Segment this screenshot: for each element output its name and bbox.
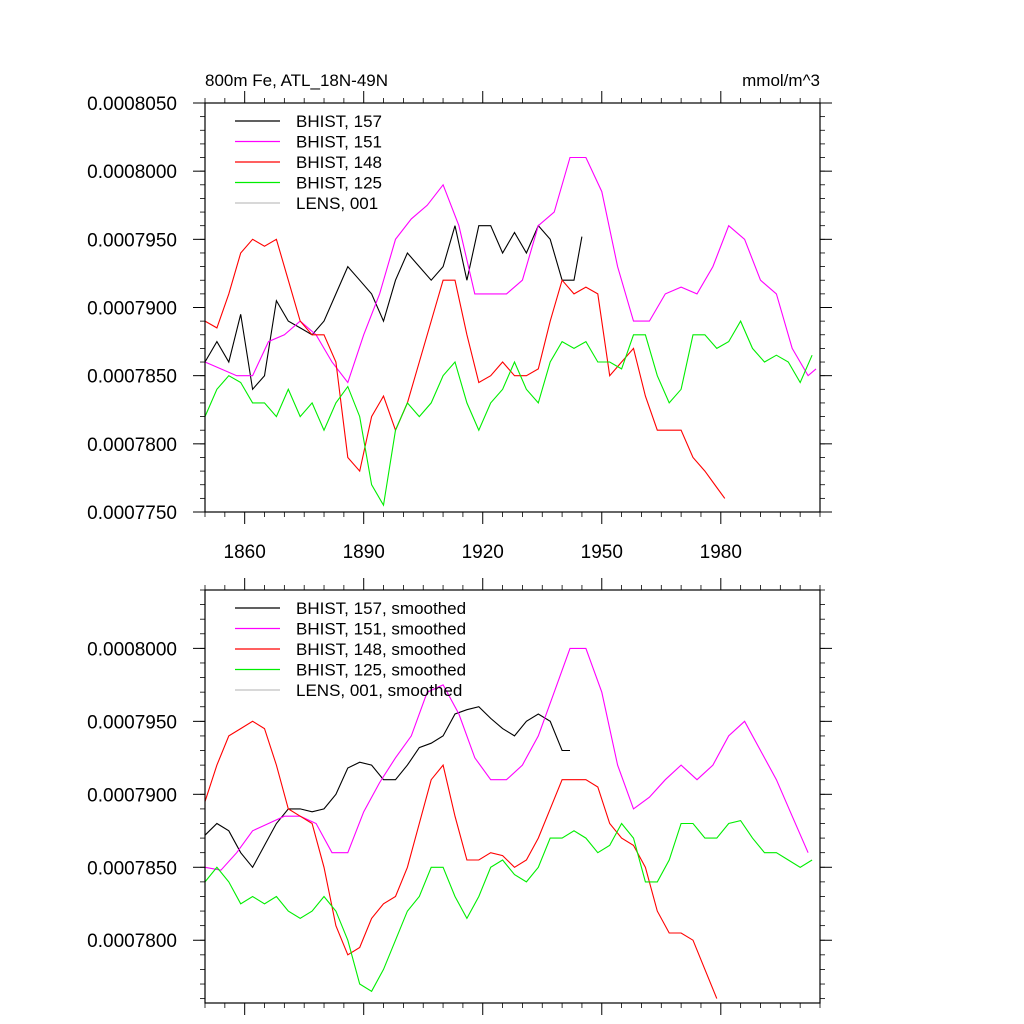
series-layer (204, 647, 813, 999)
legend-label: BHIST, 157, smoothed (296, 599, 466, 618)
series-line-0 (204, 224, 583, 391)
y-tick-label: 0.0007950 (87, 712, 177, 733)
legend-label: LENS, 001, smoothed (296, 681, 462, 700)
legend-label: BHIST, 157 (296, 112, 382, 131)
series-line-3 (204, 819, 813, 993)
y-tick-label: 0.0007750 (87, 503, 177, 524)
series-line-0 (204, 706, 570, 869)
x-tick-label: 1980 (700, 542, 742, 563)
legend-label: LENS, 001 (296, 194, 378, 213)
plot-frame (204, 589, 821, 1004)
legend-label: BHIST, 151, smoothed (296, 620, 466, 639)
y-tick-label: 0.0007950 (87, 230, 177, 251)
series-line-2 (204, 720, 718, 999)
units-label: mmol/m^3 (742, 71, 820, 90)
x-tick-label: 1890 (343, 542, 385, 563)
chart-title: 800m Fe, ATL_18N-49N (205, 71, 388, 90)
series-line-1 (204, 647, 809, 871)
y-tick-label: 0.0007850 (87, 367, 177, 388)
legend: BHIST, 157, smoothed BHIST, 151, smoothed… (235, 599, 466, 700)
x-tick-label: 1920 (462, 542, 504, 563)
y-tick-label: 0.0007850 (87, 858, 177, 879)
y-tick-label: 0.0008000 (87, 639, 177, 660)
y-tick-label: 0.0007900 (87, 299, 177, 320)
series-line-2 (204, 238, 726, 499)
legend-label: BHIST, 125 (296, 174, 382, 193)
y-tick-label: 0.0008050 (87, 94, 177, 115)
legend-label: BHIST, 148, smoothed (296, 640, 466, 659)
series-line-1 (204, 156, 817, 384)
y-tick-label: 0.0007900 (87, 785, 177, 806)
y-tick-label: 0.0007800 (87, 435, 177, 456)
legend-label: BHIST, 148 (296, 153, 382, 172)
x-tick-label: 1860 (224, 542, 266, 563)
series-layer (204, 156, 817, 507)
y-tick-label: 0.0007800 (87, 931, 177, 952)
panel-smoothed: 0.0007800 0.0007850 0.0007900 0.0007950 0.00… (87, 578, 832, 1015)
legend-label: BHIST, 151 (296, 133, 382, 152)
series-line-3 (204, 319, 813, 507)
legend-label: BHIST, 125, smoothed (296, 661, 466, 680)
tick-layer: 0.0007800 0.0007850 0.0007900 0.0007950 0.00… (87, 578, 832, 1015)
y-tick-label: 0.0008000 (87, 162, 177, 183)
tick-layer: 1860 1890 1920 1950 1980 0.0007750 0.0007800 0.… (87, 91, 832, 563)
x-tick-label: 1950 (581, 542, 623, 563)
panel-raw: 800m Fe, ATL_18N-49N mmol/m^3 1860 1890 19… (87, 71, 832, 563)
plot-frame (204, 102, 821, 513)
